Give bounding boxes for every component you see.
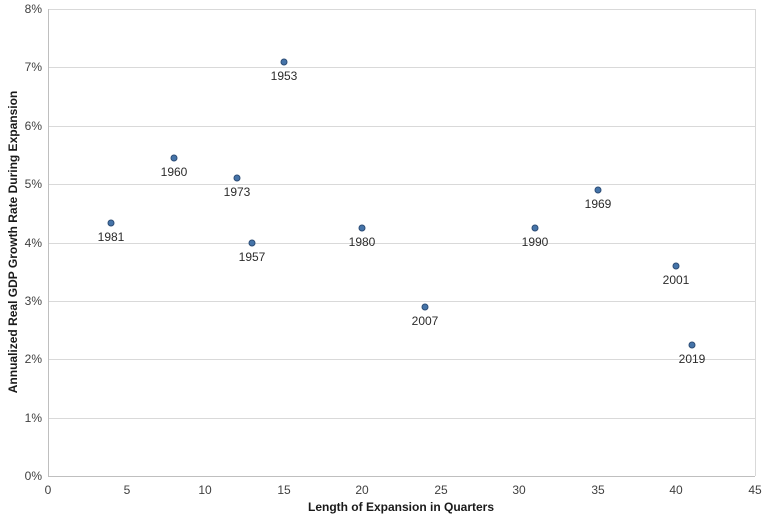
point-label: 1980 (348, 235, 376, 249)
gridline (48, 301, 755, 302)
point-label: 1957 (238, 250, 266, 264)
gridline (48, 243, 755, 244)
gridline (48, 9, 755, 10)
data-point (594, 186, 602, 194)
y-tick-label: 7% (24, 60, 42, 74)
y-axis-line (48, 9, 49, 476)
gridline (48, 67, 755, 68)
point-label: 2007 (411, 314, 439, 328)
gridline (48, 359, 755, 360)
x-axis-title: Length of Expansion in Quarters (307, 500, 495, 514)
x-tick-label: 15 (277, 483, 291, 497)
x-tick-label: 20 (355, 483, 369, 497)
x-tick-label: 10 (198, 483, 212, 497)
data-point (280, 58, 288, 66)
point-label: 1960 (160, 165, 188, 179)
point-label: 1969 (584, 197, 612, 211)
y-tick-label: 1% (24, 411, 42, 425)
point-label: 1981 (97, 230, 125, 244)
x-tick-label: 40 (669, 483, 683, 497)
x-tick-label: 0 (44, 483, 52, 497)
data-point (672, 262, 680, 270)
data-point (421, 303, 429, 311)
x-tick-label: 5 (123, 483, 131, 497)
gridline (48, 126, 755, 127)
data-point (531, 224, 539, 232)
y-tick-label: 2% (24, 352, 42, 366)
point-label: 1953 (270, 69, 298, 83)
point-label: 1990 (521, 235, 549, 249)
y-tick-label: 5% (24, 177, 42, 191)
point-label: 2001 (662, 273, 690, 287)
plot-right-border (755, 9, 756, 476)
x-tick-label: 35 (591, 483, 605, 497)
x-tick-label: 25 (434, 483, 448, 497)
data-point (688, 341, 696, 349)
y-tick-label: 4% (24, 236, 42, 250)
point-label: 1973 (223, 185, 251, 199)
y-tick-label: 6% (24, 119, 42, 133)
data-point (107, 219, 115, 227)
x-tick-label: 30 (512, 483, 526, 497)
gridline (48, 418, 755, 419)
data-point (248, 239, 256, 247)
gridline (48, 184, 755, 185)
point-label: 2019 (678, 352, 706, 366)
y-tick-label: 0% (24, 469, 42, 483)
data-point (358, 224, 366, 232)
data-point (233, 174, 241, 182)
x-tick-label: 45 (748, 483, 762, 497)
y-tick-label: 3% (24, 294, 42, 308)
data-point (170, 154, 178, 162)
y-tick-label: 8% (24, 2, 42, 16)
x-axis-line (48, 476, 755, 477)
